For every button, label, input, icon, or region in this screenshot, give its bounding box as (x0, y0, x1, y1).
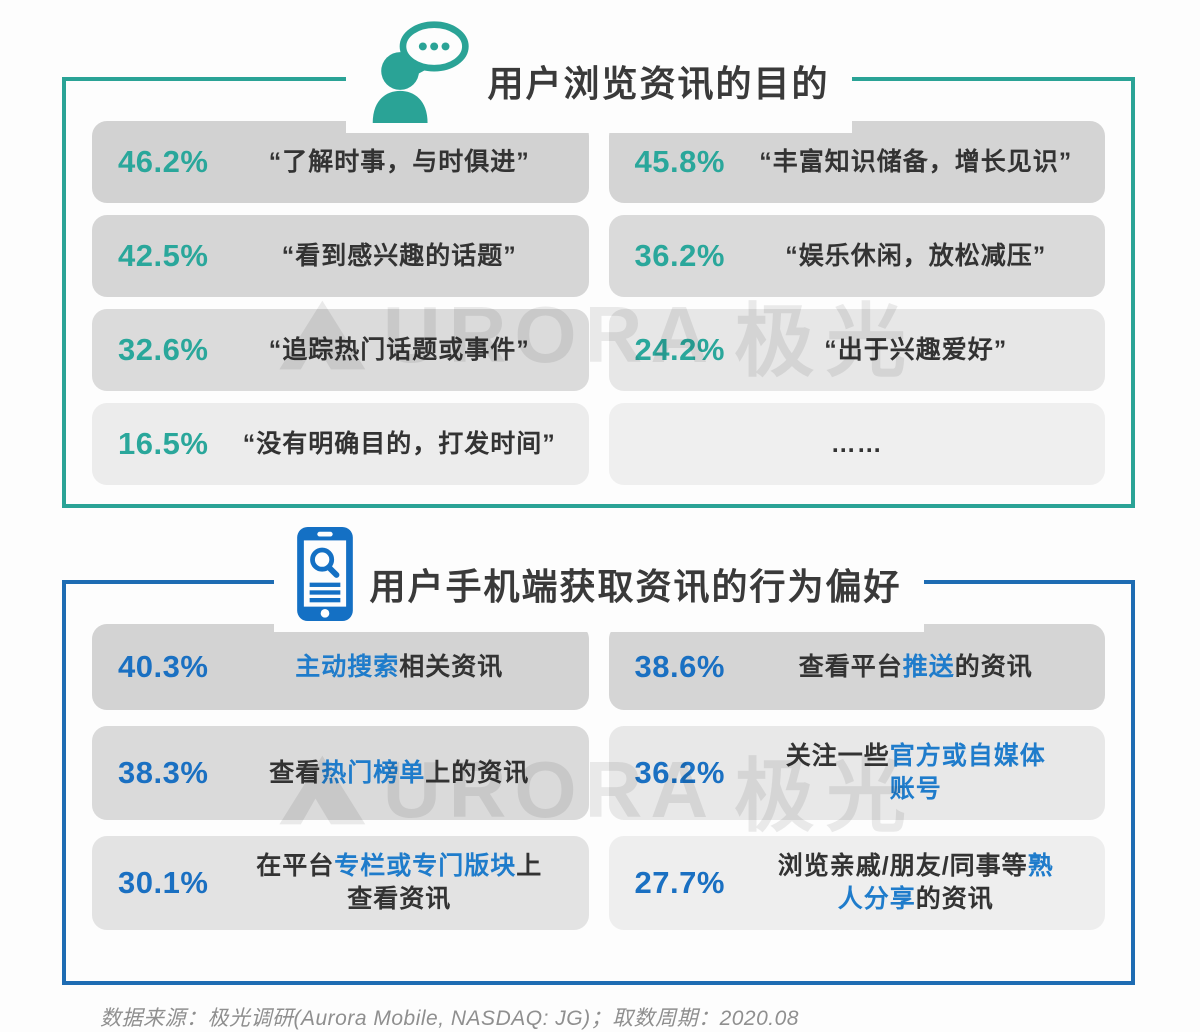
stat-box: 46.2% “了解时事，与时俱进” (92, 121, 589, 203)
stat-box: 32.6% “追踪热门话题或事件” (92, 309, 589, 391)
stat-percentage: 32.6% (118, 332, 209, 367)
stat-box: 36.2% 关注一些官方或自媒体 账号 (608, 726, 1105, 820)
stat-label: …… (830, 429, 883, 458)
stat-label: 浏览亲戚/朋友/同事等熟 人分享的资讯 (777, 852, 1054, 913)
stat-label: “丰富知识储备，增长见识” (759, 147, 1073, 176)
stat-percentage: 40.3% (118, 649, 209, 684)
stat-percentage: 27.7% (634, 865, 725, 900)
stat-percentage: 36.2% (634, 755, 725, 790)
stat-box: 16.5% “没有明确目的，打发时间” (92, 403, 589, 485)
stat-box: 40.3% 主动搜索相关资讯 (92, 624, 589, 710)
stat-box: …… (608, 403, 1105, 485)
stat-percentage: 30.1% (118, 865, 209, 900)
stat-box: 30.1% 在平台专栏或专门版块上 查看资讯 (92, 836, 589, 930)
section-header-purpose: 用户浏览资讯的目的 (345, 21, 852, 133)
highlighted-text: 官方或自媒体 (889, 742, 1046, 770)
stat-percentage: 38.3% (118, 755, 209, 790)
stat-percentage: 24.2% (634, 332, 725, 367)
phone-search-icon (295, 526, 353, 622)
highlighted-text: 主动搜索 (295, 652, 400, 681)
stat-box: 27.7% 浏览亲戚/朋友/同事等熟 人分享的资讯 (608, 836, 1105, 930)
stat-label: 查看热门榜单上的资讯 (269, 758, 530, 787)
highlighted-text: 账号 (889, 775, 942, 803)
highlighted-text: 推送 (902, 652, 955, 681)
stat-percentage: 45.8% (634, 144, 725, 179)
stat-label: 在平台专栏或专门版块上 查看资讯 (256, 852, 543, 913)
stat-percentage: 46.2% (118, 144, 209, 179)
stat-label: “出于兴趣爱好” (824, 335, 1008, 364)
stat-label: 查看平台推送的资讯 (798, 652, 1033, 681)
stat-label: “看到感兴趣的话题” (281, 241, 517, 270)
highlighted-text: 熟 (1027, 852, 1054, 880)
stat-box: 42.5% “看到感兴趣的话题” (92, 215, 589, 297)
stat-percentage: 16.5% (118, 426, 209, 461)
highlighted-text: 热门榜单 (321, 758, 426, 787)
stat-label: 关注一些官方或自媒体 账号 (785, 742, 1046, 803)
stat-percentage: 36.2% (634, 238, 725, 273)
section-header-behavior: 用户手机端获取资讯的行为偏好 (273, 526, 924, 632)
section-title-behavior: 用户手机端获取资讯的行为偏好 (369, 566, 902, 607)
stat-label: “追踪热门话题或事件” (268, 335, 530, 364)
stat-box: 38.6% 查看平台推送的资讯 (608, 624, 1105, 710)
stat-label: 主动搜索相关资讯 (295, 652, 504, 681)
stat-grid: 46.2% “了解时事，与时俱进” 45.8% “丰富知识储备，增长见识” 42.5% “… (66, 81, 1131, 485)
section-behavior-preference: 用户手机端获取资讯的行为偏好 40.3% 主动搜索相关资讯 38.6% 查看平台推送的… (62, 526, 1135, 985)
highlighted-text: 人分享 (837, 885, 916, 913)
stat-label: “娱乐休闲，放松减压” (785, 241, 1047, 270)
stat-percentage: 38.6% (634, 649, 725, 684)
stat-label: “没有明确目的，打发时间” (242, 429, 556, 458)
stat-box: 24.2% “出于兴趣爱好” (608, 309, 1105, 391)
stat-percentage: 42.5% (118, 238, 209, 273)
data-source-note: 数据来源：极光调研(Aurora Mobile, NASDAQ: JG)；取数周… (100, 1007, 799, 1030)
person-chat-icon (367, 19, 471, 123)
stat-box: 45.8% “丰富知识储备，增长见识” (608, 121, 1105, 203)
stat-box: 38.3% 查看热门榜单上的资讯 (92, 726, 589, 820)
section-browsing-purpose: 用户浏览资讯的目的 46.2% “了解时事，与时俱进” 45.8% “丰富知识储备，增… (62, 21, 1135, 508)
stat-box: 36.2% “娱乐休闲，放松减压” (608, 215, 1105, 297)
highlighted-text: 专栏或专门版块 (334, 852, 517, 880)
stat-label: “了解时事，与时俱进” (268, 147, 530, 176)
section-title-purpose: 用户浏览资讯的目的 (487, 63, 830, 104)
stat-grid: 40.3% 主动搜索相关资讯 38.6% 查看平台推送的资讯 38.3% 查看热门榜单上的… (66, 584, 1131, 930)
